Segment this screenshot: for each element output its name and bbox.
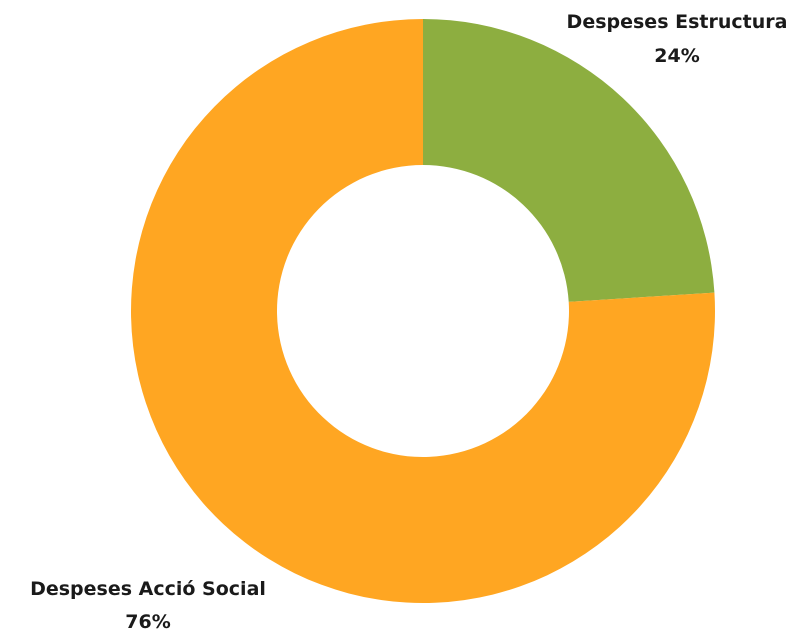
slice-despeses-accio-social	[131, 19, 716, 604]
slice-value-despeses-estructura: 24%	[654, 45, 699, 67]
slice-despeses-estructura	[423, 19, 715, 302]
donut-slices	[131, 19, 716, 604]
slice-label-despeses-estructura: Despeses Estructura	[567, 11, 788, 33]
slice-value-despeses-accio-social: 76%	[125, 611, 170, 630]
slice-label-despeses-accio-social: Despeses Acció Social	[30, 578, 266, 600]
donut-labels: Despeses Estructura 24% Despeses Acció Soc…	[30, 11, 787, 630]
